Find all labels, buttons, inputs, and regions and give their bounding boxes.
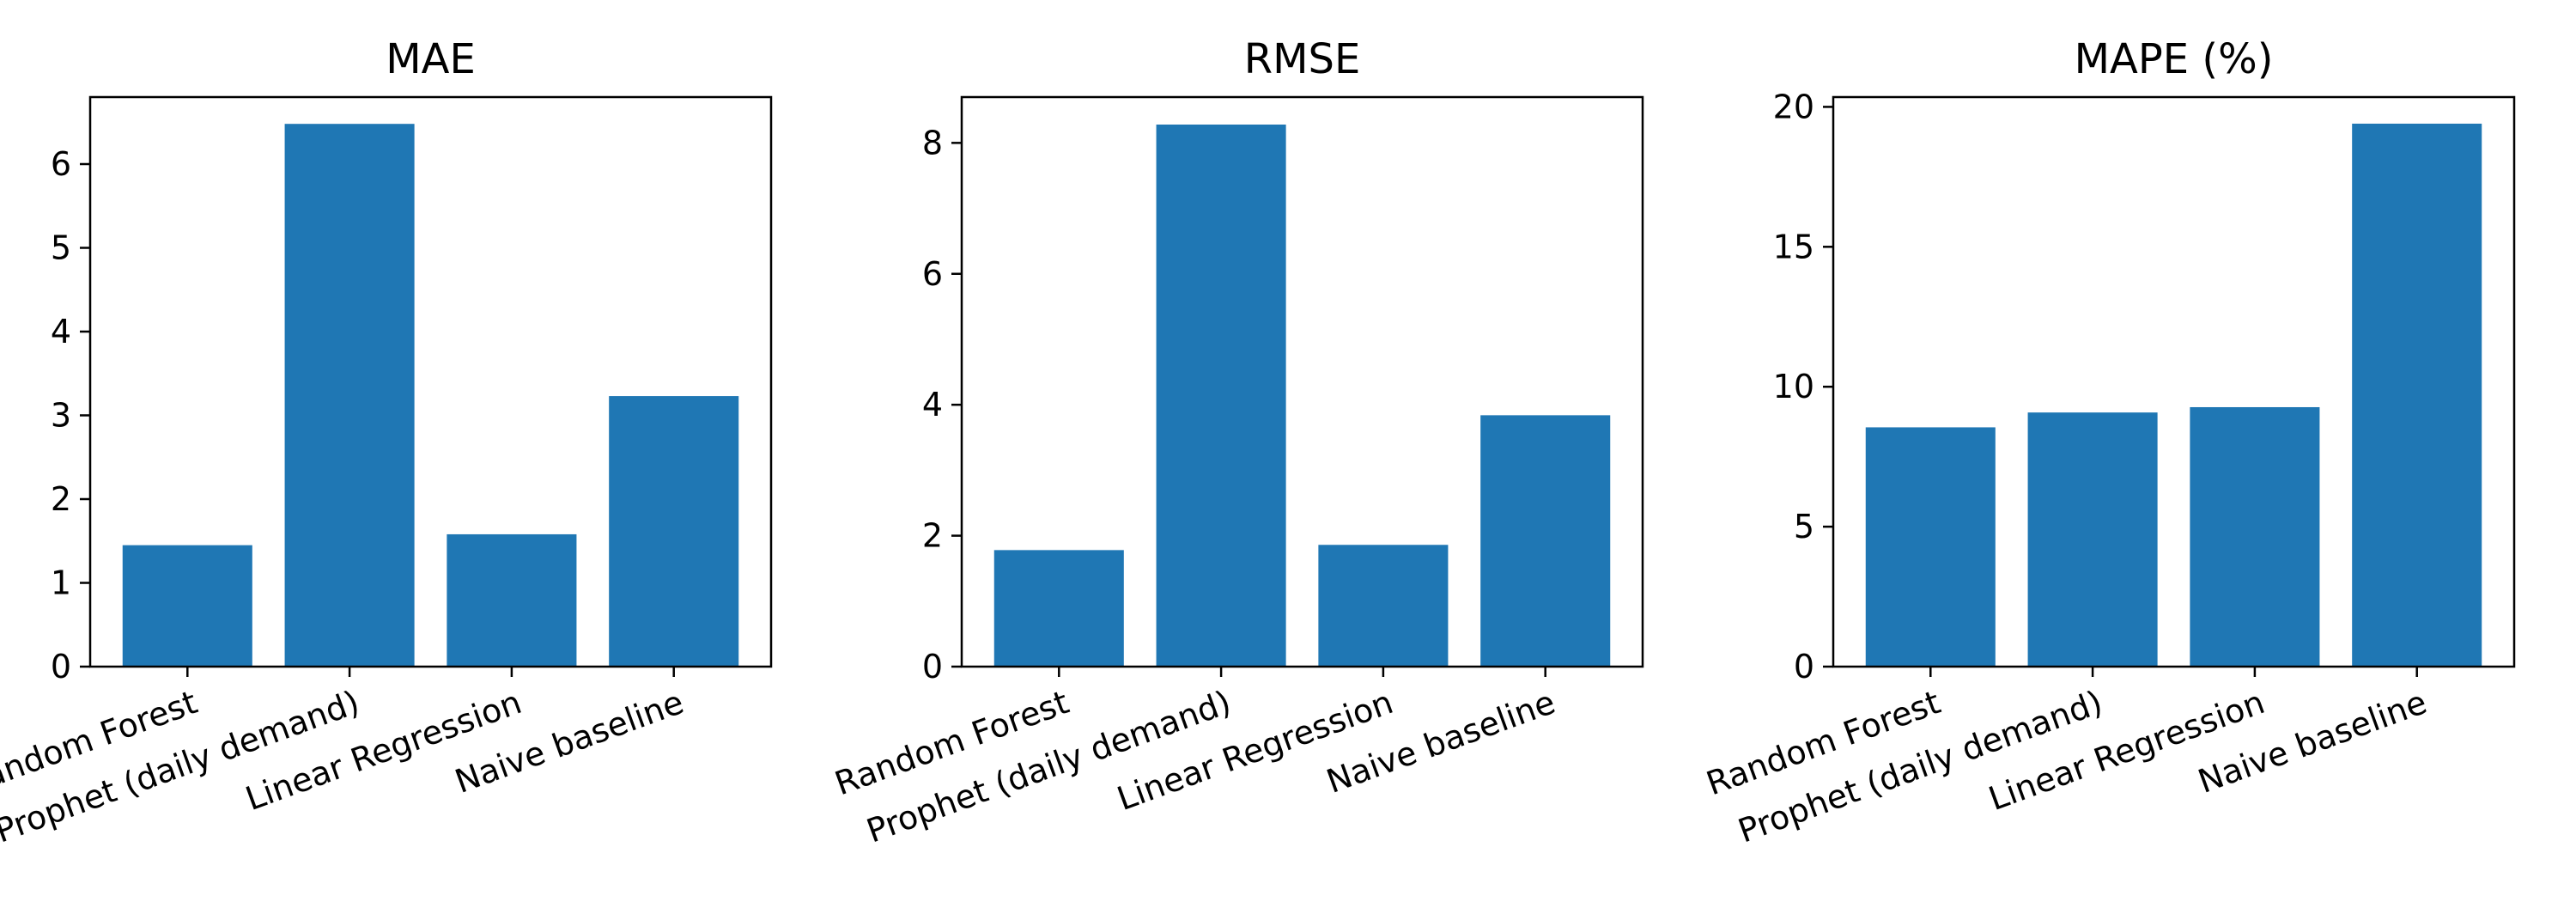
y-tick-label: 3 — [51, 397, 71, 435]
bar-1 — [1865, 427, 1996, 667]
axes-frame — [960, 95, 1644, 668]
chart-title: MAPE (%) — [2075, 35, 2274, 83]
bar-2 — [284, 124, 415, 667]
bar-4 — [1480, 415, 1611, 667]
bar-1 — [993, 550, 1124, 667]
bar-4 — [609, 396, 739, 667]
y-tick-label: 2 — [51, 480, 71, 518]
y-tick-label: 4 — [51, 313, 71, 350]
axes-frame — [88, 95, 773, 668]
y-tick-label: 1 — [51, 564, 71, 602]
y-tick-label: 0 — [922, 648, 943, 686]
y-tick-label: 6 — [51, 145, 71, 183]
y-tick-label: 6 — [922, 255, 943, 293]
y-tick-label: 5 — [1794, 508, 1814, 545]
y-tick-label: 20 — [1773, 88, 1814, 125]
axes-frame — [1832, 95, 2516, 668]
y-tick-label: 10 — [1773, 368, 1814, 405]
bar-1 — [122, 545, 252, 667]
y-tick-label: 5 — [51, 229, 71, 267]
chart-title: MAE — [386, 35, 476, 83]
y-tick-label: 0 — [1794, 648, 1814, 686]
y-tick-label: 4 — [922, 386, 943, 424]
bar-2 — [1156, 125, 1286, 667]
y-tick-label: 8 — [922, 124, 943, 162]
y-tick-label: 15 — [1773, 228, 1814, 265]
chart-title: RMSE — [1244, 35, 1361, 83]
bar-3 — [2190, 406, 2320, 667]
y-tick-label: 2 — [922, 517, 943, 555]
bar-3 — [1318, 545, 1449, 667]
bar-4 — [2352, 123, 2482, 667]
y-tick-label: 0 — [51, 648, 71, 686]
bar-3 — [447, 533, 577, 667]
bar-2 — [2027, 412, 2158, 667]
